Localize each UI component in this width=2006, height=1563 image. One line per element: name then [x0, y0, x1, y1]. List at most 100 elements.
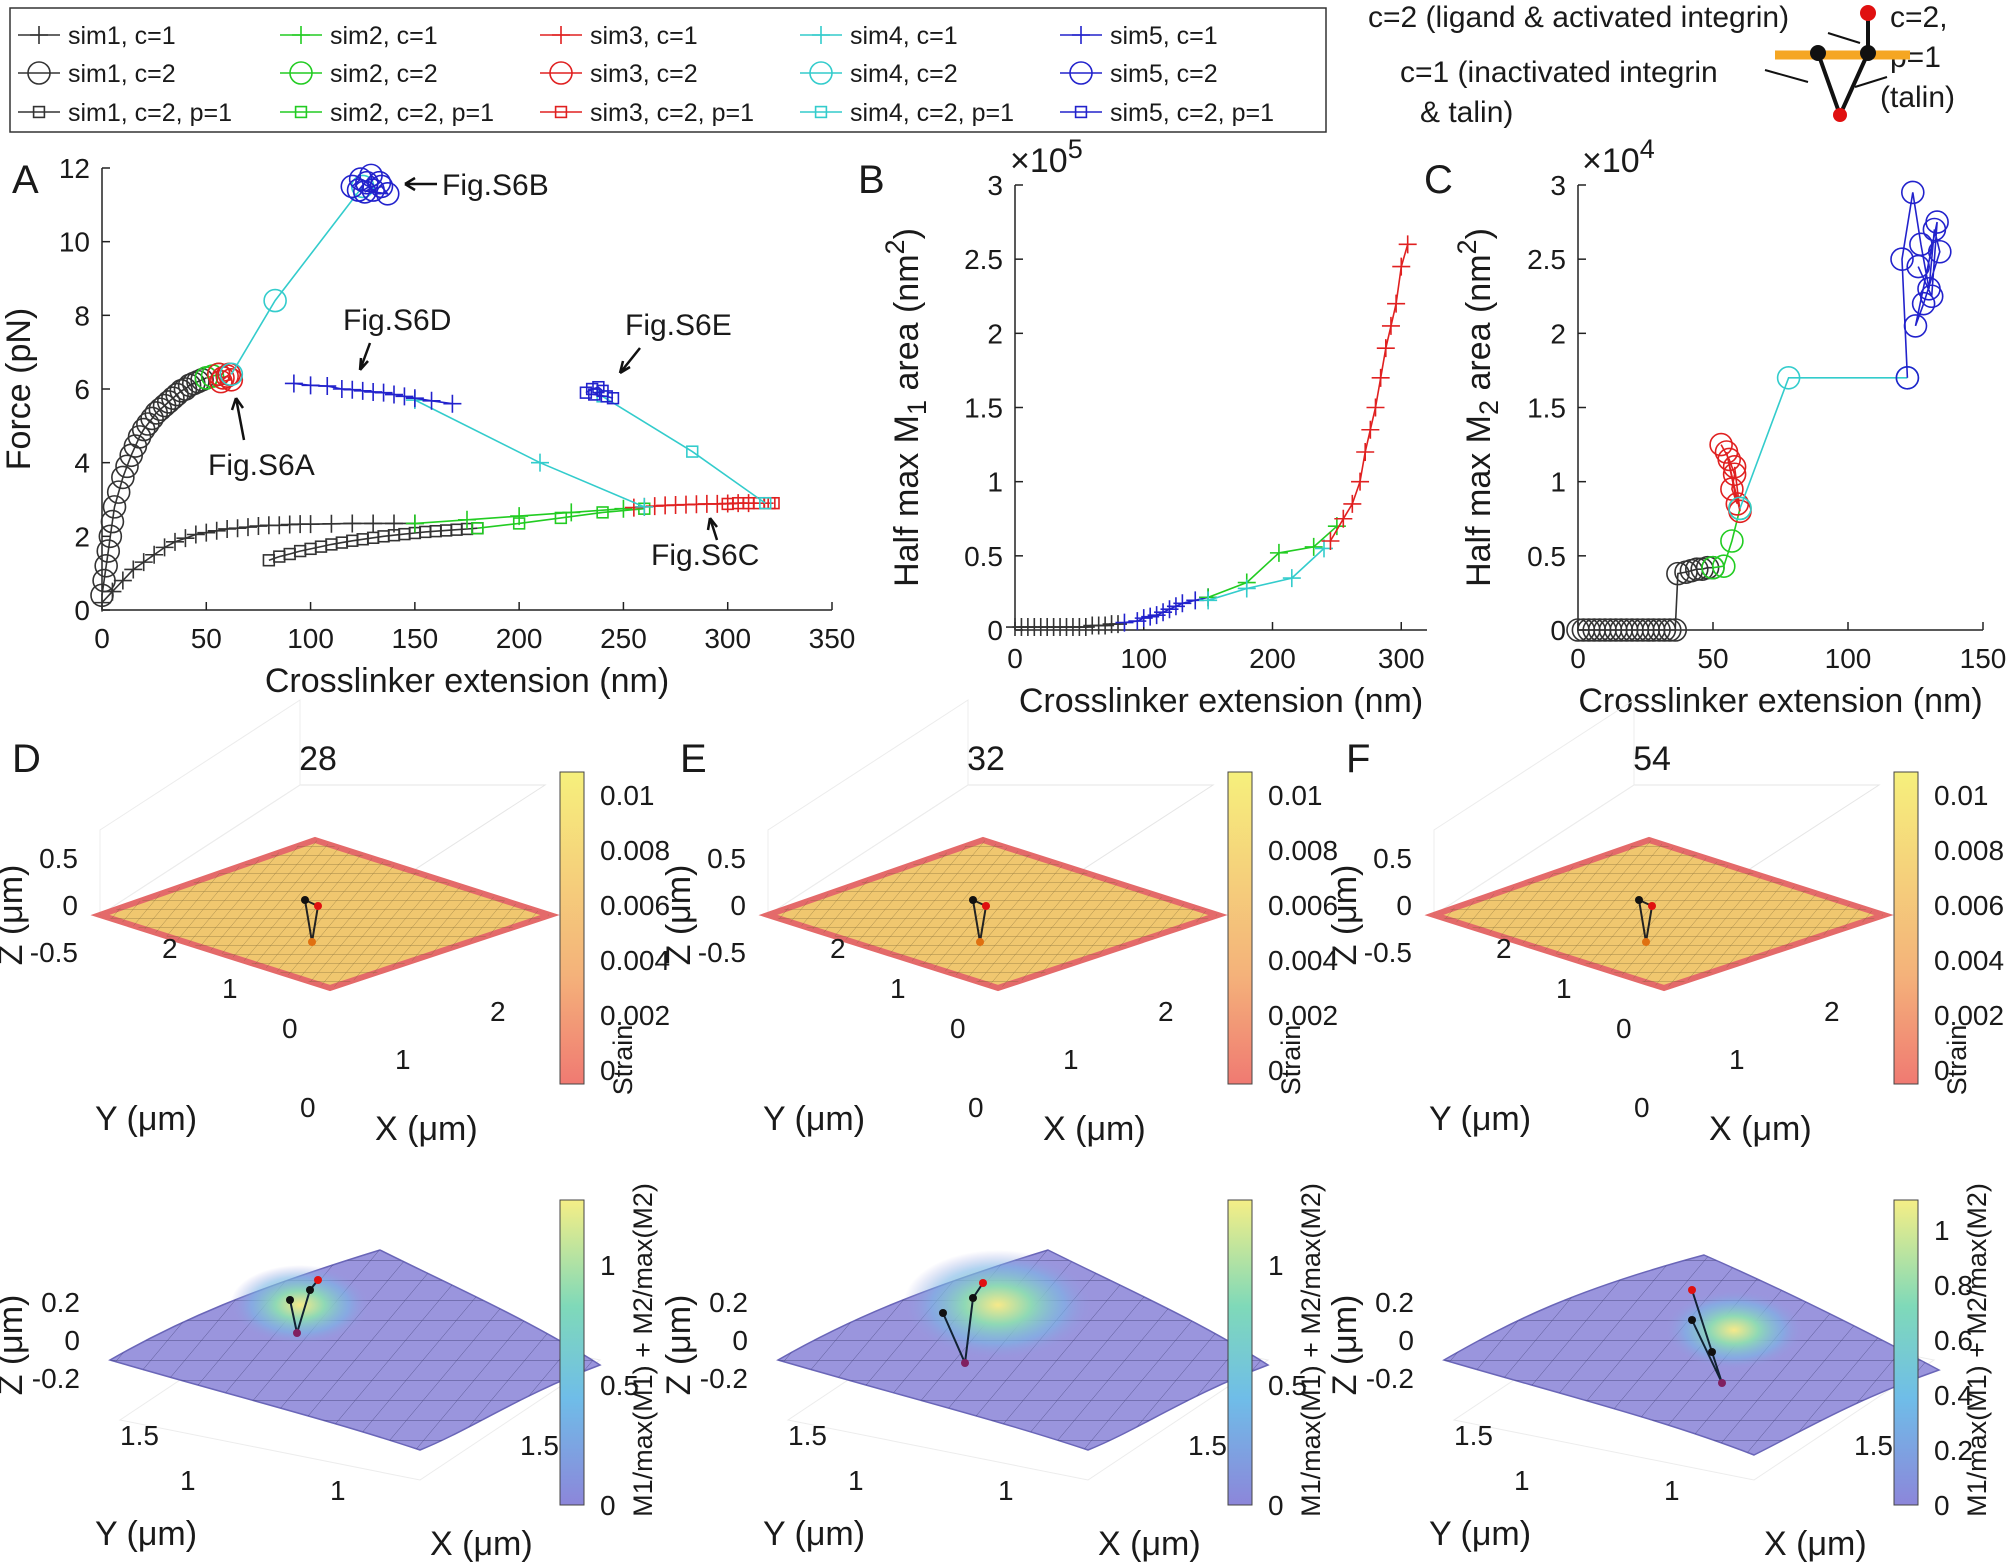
data-point	[1890, 247, 1914, 271]
series-sim4	[1199, 539, 1333, 610]
x-tick-label: 50	[191, 623, 222, 654]
x-axis-label: X (μm)	[1709, 1110, 1812, 1148]
legend-label: sim2, c=2, p=1	[330, 99, 494, 127]
data-point	[166, 532, 184, 551]
y-tick-label: 12	[59, 153, 90, 184]
y-tick-label: 2	[1496, 933, 1512, 964]
crosslinker-base	[293, 1329, 301, 1337]
data-point	[134, 553, 153, 572]
data-point	[1115, 613, 1134, 632]
legend-marker	[289, 61, 313, 85]
data-point	[1895, 366, 1920, 390]
x-axis-label: Crosslinker extension (nm)	[1578, 682, 1982, 720]
data-point	[1392, 257, 1411, 276]
colorbar-tick-label: 0	[1934, 1055, 1950, 1086]
y-tick-label: 1.5	[1527, 393, 1566, 424]
schematic-node-right	[1860, 45, 1876, 61]
data-point	[186, 525, 205, 544]
annotation-fig-s6a: Fig.S6A	[208, 449, 315, 482]
legend-marker	[814, 105, 828, 119]
x-axis-label: X (μm)	[375, 1110, 478, 1148]
y-axis-label-part: 2	[880, 239, 910, 254]
legend-marker	[812, 26, 830, 44]
panel-letter-f: F	[1346, 737, 1370, 781]
legend-label: sim5, c=2	[1110, 60, 1218, 88]
x-axis-label: X (μm)	[1043, 1110, 1146, 1148]
legend-label: sim2, c=1	[330, 22, 438, 50]
m-colorbar	[1227, 1199, 1253, 1506]
y-tick-label: 1	[890, 973, 906, 1004]
data-point	[596, 506, 609, 519]
z-axis-label: Z (μm)	[660, 1295, 698, 1396]
y-axis-label: Y (μm)	[1429, 1100, 1531, 1138]
data-point	[600, 390, 613, 403]
colorbar-tick-label: 0.01	[1268, 780, 1323, 811]
y-axis-label: Half max M2 area (nm2)	[1452, 228, 1504, 587]
data-point	[1173, 594, 1192, 613]
data-point	[1666, 561, 1690, 586]
crosslinker-ligand	[979, 1279, 987, 1287]
colorbar-tick-label: 0.008	[1934, 835, 2004, 866]
x-axis-label: Crosslinker extension (nm)	[1019, 682, 1423, 720]
series-line	[1329, 244, 1409, 542]
data-point	[1722, 455, 1747, 479]
data-point	[458, 510, 476, 529]
data-point	[579, 386, 593, 399]
crosslinker-node	[306, 1286, 314, 1294]
legend-label: sim4, c=1	[850, 22, 958, 50]
legend-label: sim5, c=2, p=1	[1110, 99, 1274, 127]
data-point	[1776, 366, 1801, 390]
colorbar-tick-label: 0.8	[1934, 1270, 1973, 1301]
series-sim5	[1115, 588, 1218, 632]
data-point	[367, 170, 392, 195]
x-tick-label: 1.5	[1188, 1430, 1227, 1461]
colorbar-label: M1/max(M1) + M2/max(M2)	[1296, 1183, 1326, 1517]
legend-label: sim1, c=2, p=1	[68, 99, 232, 127]
strain-surface-mesh	[100, 840, 550, 988]
colorbar-tick-label: 0.006	[600, 890, 670, 921]
z-tick-label: 0.5	[39, 843, 78, 874]
series-line	[602, 395, 766, 504]
crosslinker-ligand	[982, 902, 990, 910]
y-axis-label-part: )	[888, 228, 926, 239]
crosslinker-ligand	[1648, 902, 1656, 910]
colorbar-tick-label: 0.002	[1268, 1000, 1338, 1031]
data-point	[92, 568, 116, 593]
data-point	[96, 539, 121, 563]
legend-marker	[552, 26, 570, 44]
colorbar-tick-label: 0	[1268, 1055, 1284, 1086]
z-axis-label: Z (μm)	[1326, 1295, 1364, 1396]
data-point	[422, 391, 441, 410]
data-point	[219, 362, 244, 387]
data-point	[343, 514, 362, 533]
z-tick-label: 0.5	[1373, 843, 1412, 874]
legend-entry: sim2, c=1	[280, 22, 438, 50]
series-sim2-c-2-p-1	[471, 502, 651, 535]
data-point	[1398, 235, 1417, 254]
y-axis-label: Y (μm)	[763, 1515, 865, 1553]
colorbar-tick-label: 0	[600, 1055, 616, 1086]
y-axis-label-part: 1	[902, 400, 932, 415]
y-tick-label: 1.5	[964, 393, 1003, 424]
y-tick-label: 8	[74, 300, 90, 331]
x-tick-label: 1	[1664, 1475, 1680, 1506]
data-point	[98, 524, 123, 549]
series-sim1-c-1	[93, 514, 424, 612]
crosslinker-node	[1708, 1348, 1716, 1356]
y-tick-label: 0	[987, 615, 1003, 646]
crosslinker-base	[1718, 1379, 1726, 1387]
colorbar-label: M1/max(M1) + M2/max(M2)	[628, 1183, 658, 1517]
data-point	[767, 496, 780, 510]
data-point	[145, 545, 164, 564]
data-point	[94, 553, 118, 578]
x-tick-label: 1.5	[1854, 1430, 1893, 1461]
schematic-node-left	[1810, 45, 1826, 61]
data-point	[124, 560, 143, 579]
z-axis-label: Z (μm)	[1326, 865, 1364, 966]
colorbar-tick-label: 0	[600, 1490, 616, 1521]
y-tick-label: 1	[848, 1465, 864, 1496]
data-point	[322, 514, 341, 533]
y-tick-label: 1.5	[788, 1420, 827, 1451]
